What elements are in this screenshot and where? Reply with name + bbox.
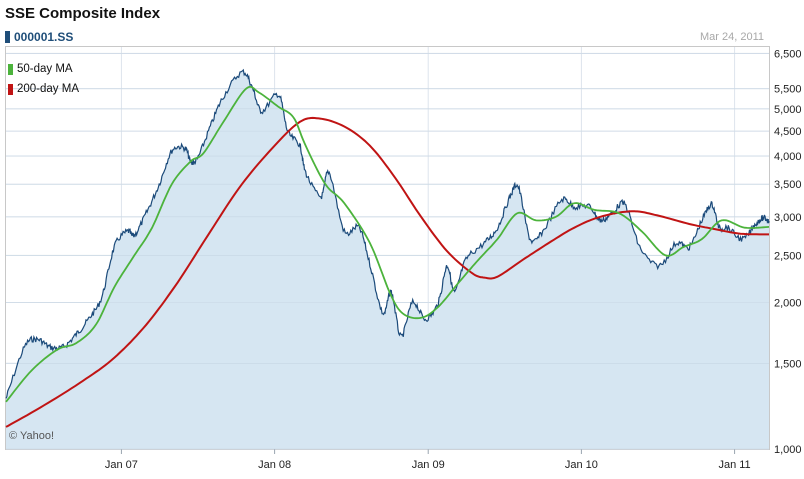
source-credit: © Yahoo! <box>9 430 55 442</box>
x-tick-label: Jan 11 <box>718 459 750 471</box>
ma50-line[interactable] <box>5 85 770 403</box>
ticker-label: 000001.SS <box>14 30 74 44</box>
ticker-symbol[interactable]: 000001.SS <box>5 30 73 44</box>
y-tick-label: 2,000 <box>774 298 802 310</box>
price-line[interactable] <box>5 68 770 399</box>
axis-labels: 1,000 1,500 2,000 2,500 3,000 3,500 4,000 4,500… <box>105 48 802 471</box>
chart-title: SSE Composite Index <box>5 5 161 22</box>
y-tick-label: 1,000 <box>774 444 802 456</box>
legend-swatch-ma50 <box>8 63 13 75</box>
legend-item-50-day-ma[interactable]: 50-day MA <box>8 59 79 79</box>
legend-label-ma50: 50-day MA <box>17 63 73 75</box>
y-tick-label: 4,500 <box>774 126 802 138</box>
x-tick-label: Jan 07 <box>105 459 138 471</box>
legend-label-ma200: 200-day MA <box>17 83 80 95</box>
ma200-line[interactable] <box>5 116 769 428</box>
series-layer <box>5 53 770 450</box>
ticker-swatch <box>5 31 10 43</box>
legend-item-200-day-ma[interactable]: 200-day MA <box>8 79 79 99</box>
x-tick-label: Jan 10 <box>565 459 598 471</box>
as-of-date: Mar 24, 2011 <box>700 31 765 43</box>
y-tick-label: 2,500 <box>774 250 802 262</box>
y-tick-label: 3,000 <box>774 212 802 224</box>
y-tick-label: 5,500 <box>774 84 802 96</box>
y-tick-label: 3,500 <box>774 179 802 191</box>
legend: 50-day MA 200-day MA <box>8 59 79 99</box>
y-tick-label: 1,500 <box>774 358 802 370</box>
price-area <box>6 70 769 449</box>
legend-swatch-ma200 <box>8 83 13 95</box>
y-tick-label: 5,000 <box>774 104 802 116</box>
x-tick-label: Jan 08 <box>258 459 291 471</box>
y-tick-label: 4,000 <box>774 151 802 163</box>
x-tick-label: Jan 09 <box>412 459 445 471</box>
y-tick-label: 6,500 <box>774 48 802 60</box>
